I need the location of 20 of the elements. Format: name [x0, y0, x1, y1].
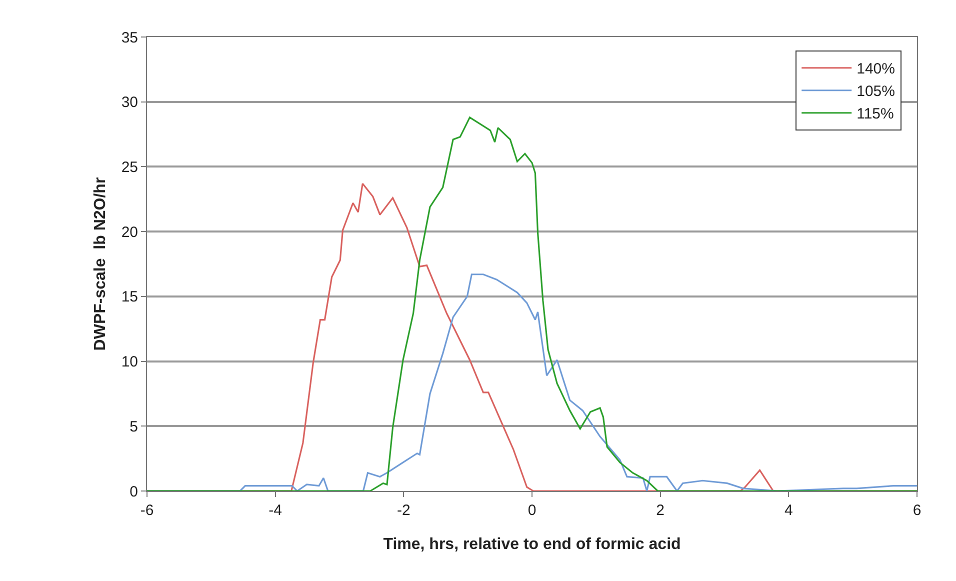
x-axis-title: Time, hrs, relative to end of formic acid — [383, 536, 681, 553]
x-tick-label: -6 — [140, 502, 154, 519]
y-tick-label: 10 — [121, 354, 138, 371]
x-tick-label: 0 — [528, 502, 536, 519]
y-tick-label: 5 — [130, 418, 138, 436]
x-tick-label: -2 — [397, 502, 410, 519]
y-tick-label: 25 — [121, 158, 138, 176]
y-tick-label: 30 — [121, 94, 138, 112]
y-tick-label: 35 — [121, 29, 138, 46]
x-tick-label: 2 — [656, 502, 664, 519]
y-tick-label: 15 — [121, 288, 138, 306]
legend-label: 105% — [856, 83, 895, 100]
legend-label: 140% — [856, 60, 895, 78]
y-tick-label: 20 — [121, 224, 138, 241]
legend-label: 115% — [856, 106, 894, 123]
x-tick-label: 4 — [784, 502, 793, 519]
y-axis-title: DWPF-scale lb N2O/hr — [92, 177, 109, 351]
y-tick-label: 0 — [130, 483, 138, 500]
x-tick-label: -4 — [268, 502, 282, 519]
x-tick-label: 6 — [912, 502, 922, 519]
